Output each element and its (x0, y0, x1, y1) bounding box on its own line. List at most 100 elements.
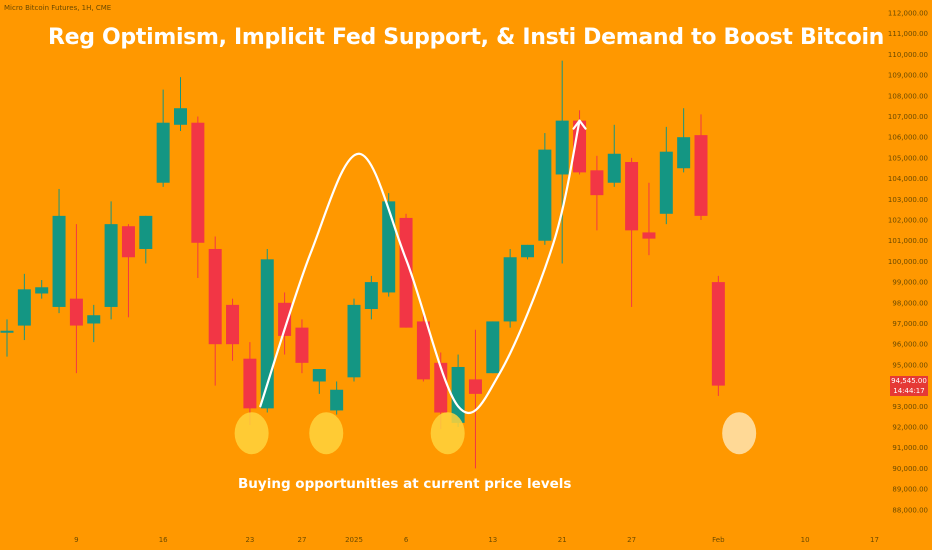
candle-body (399, 217, 413, 328)
y-tick-label: 88,000.00 (892, 506, 928, 514)
candle (486, 321, 500, 374)
y-tick-label: 111,000.00 (888, 30, 928, 38)
buy-zone-markers (234, 412, 757, 455)
candle-body (590, 170, 604, 196)
y-tick-label: 107,000.00 (888, 113, 928, 121)
last-price: 94,545.00 (891, 377, 927, 385)
candle-body (347, 304, 361, 378)
candle-body (139, 215, 153, 249)
y-tick-label: 89,000.00 (892, 486, 928, 494)
x-tick-label: 21 (558, 536, 567, 544)
candle-body (17, 289, 31, 326)
y-tick-label: 105,000.00 (888, 154, 928, 162)
curve-arrowhead (572, 119, 587, 130)
candle-body (174, 108, 187, 125)
candle (555, 60, 569, 264)
candle-body (711, 282, 725, 386)
y-tick-label: 100,000.00 (888, 258, 928, 266)
candle-body (642, 232, 656, 239)
candle-body (364, 282, 378, 310)
candle-body (312, 369, 326, 382)
candle (521, 244, 534, 260)
candle (17, 273, 31, 341)
candle-body (503, 257, 517, 322)
candle-body (208, 248, 222, 345)
candle-body (35, 287, 49, 294)
candle (243, 342, 257, 425)
symbol-label: Micro Bitcoin Futures, 1H, CME (4, 4, 112, 12)
candle (364, 275, 378, 320)
candle (226, 298, 240, 361)
x-tick-label: 16 (159, 536, 168, 544)
candle-body (677, 137, 691, 169)
candle (312, 369, 326, 394)
price-axis: 88,000.00 89,000.00 90,000.00 91,000.00 92,0… (888, 10, 928, 515)
candle-body (0, 330, 14, 333)
candle-body (243, 358, 257, 409)
y-tick-label: 110,000.00 (888, 51, 928, 59)
candle-body (295, 327, 309, 363)
x-tick-label: 17 (870, 536, 879, 544)
y-tick-label: 92,000.00 (892, 424, 928, 432)
y-tick-label: 91,000.00 (892, 444, 928, 452)
x-tick-label: 2025 (345, 536, 363, 544)
candle (278, 292, 292, 355)
candle (0, 319, 14, 357)
x-tick-label: 9 (74, 536, 78, 544)
candle-body (104, 224, 118, 307)
candle (104, 201, 118, 320)
buy-zone-circle (430, 412, 465, 455)
y-tick-label: 112,000.00 (888, 10, 928, 18)
candle (208, 236, 222, 386)
candle-body (468, 379, 482, 394)
candle (330, 381, 344, 415)
candle-body (121, 226, 135, 258)
last-price-tag: 94,545.00 14:44:17 (890, 376, 928, 396)
candle-body (607, 153, 621, 183)
y-tick-label: 99,000.00 (892, 279, 928, 287)
candle (416, 313, 430, 382)
candle (468, 329, 482, 469)
y-tick-label: 98,000.00 (892, 299, 928, 307)
candle (87, 304, 101, 343)
buy-zone-circle (234, 412, 269, 455)
y-tick-label: 101,000.00 (888, 237, 928, 245)
time-axis: 9 16 23 27 2025 6 13 21 27 Feb 10 17 (74, 536, 879, 544)
candle-body (521, 244, 534, 258)
candle-body (52, 215, 66, 307)
candle (52, 188, 66, 314)
bar-countdown: 14:44:17 (893, 387, 925, 395)
y-tick-label: 103,000.00 (888, 196, 928, 204)
candle (139, 215, 153, 264)
candle-body (382, 201, 396, 293)
candle (659, 126, 673, 225)
candle (590, 155, 604, 231)
candles-layer (0, 60, 725, 469)
candle (156, 89, 170, 187)
candle (677, 108, 691, 173)
candle (607, 124, 621, 187)
x-tick-label: 27 (297, 536, 306, 544)
candle-body (156, 122, 170, 183)
x-tick-label: Feb (712, 536, 725, 544)
candle (191, 116, 205, 278)
annotation-text: Buying opportunities at current price le… (238, 476, 572, 492)
candle-body (416, 321, 430, 380)
candle-body (694, 135, 708, 216)
y-tick-label: 93,000.00 (892, 403, 928, 411)
candle-body (659, 151, 673, 214)
candle (711, 275, 725, 396)
x-tick-label: 27 (627, 536, 636, 544)
candle-body (538, 149, 552, 241)
candle-body (87, 315, 101, 324)
candle (503, 248, 517, 328)
buy-zone-circle (309, 412, 344, 455)
candle-body (191, 122, 205, 243)
projection-curve (259, 119, 581, 414)
y-tick-label: 106,000.00 (888, 134, 928, 142)
y-tick-label: 109,000.00 (888, 72, 928, 80)
candle-body (555, 120, 569, 175)
candle-body (330, 389, 344, 411)
buy-zone-circle (722, 412, 757, 455)
